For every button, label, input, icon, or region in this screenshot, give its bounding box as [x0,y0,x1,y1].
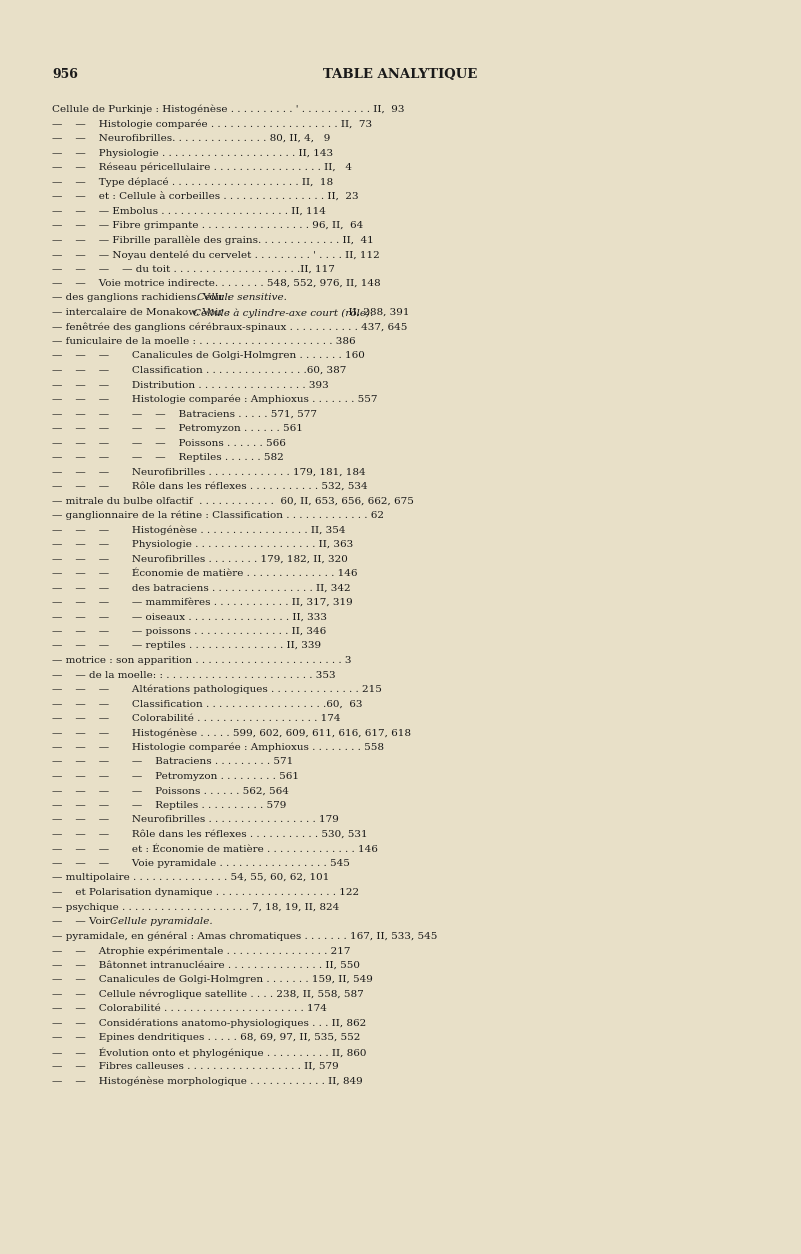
Text: —    —    —       Économie de matière . . . . . . . . . . . . . . 146: — — — Économie de matière . . . . . . . … [52,569,357,578]
Text: —    —    —       — oiseaux . . . . . . . . . . . . . . . . II, 333: — — — — oiseaux . . . . . . . . . . . . … [52,612,327,622]
Text: Cellule à cylindre-axe court (rôle).: Cellule à cylindre-axe court (rôle). [193,308,373,317]
Text: —    —    Type déplacé . . . . . . . . . . . . . . . . . . . . II,  18: — — Type déplacé . . . . . . . . . . . .… [52,178,333,187]
Text: — des ganglions rachidiens. Voir :: — des ganglions rachidiens. Voir : [52,293,234,302]
Text: —    —    Bâtonnet intranucléaire . . . . . . . . . . . . . . . II, 550: — — Bâtonnet intranucléaire . . . . . . … [52,961,360,969]
Text: —    —    Neurofibrilles. . . . . . . . . . . . . . . 80, II, 4,   9: — — Neurofibrilles. . . . . . . . . . . … [52,134,330,143]
Text: —    —    —       Histogénèse . . . . . 599, 602, 609, 611, 616, 617, 618: — — — Histogénèse . . . . . 599, 602, 60… [52,729,411,739]
Text: —    —    —       Colorabilité . . . . . . . . . . . . . . . . . . . 174: — — — Colorabilité . . . . . . . . . . .… [52,714,340,724]
Text: —    —    Voie motrice indirecte. . . . . . . . 548, 552, 976, II, 148: — — Voie motrice indirecte. . . . . . . … [52,278,380,288]
Text: Cellule sensitive.: Cellule sensitive. [197,293,287,302]
Text: —    —    — Noyau dentelé du cervelet . . . . . . . . . ' . . . . II, 112: — — — Noyau dentelé du cervelet . . . . … [52,250,380,260]
Text: —    — de la moelle: : . . . . . . . . . . . . . . . . . . . . . . . 353: — — de la moelle: : . . . . . . . . . . … [52,671,336,680]
Text: II, 288, 391: II, 288, 391 [343,308,410,317]
Text: —    —    —       —    —    Reptiles . . . . . . 582: — — — — — Reptiles . . . . . . 582 [52,453,284,461]
Text: —    —    — Embolus . . . . . . . . . . . . . . . . . . . . II, 114: — — — Embolus . . . . . . . . . . . . . … [52,207,326,216]
Text: — pyramidale, en général : Amas chromatiques . . . . . . . 167, II, 533, 545: — pyramidale, en général : Amas chromati… [52,932,437,940]
Text: —    —    —       Physiologie . . . . . . . . . . . . . . . . . . . II, 363: — — — Physiologie . . . . . . . . . . . … [52,540,353,549]
Text: — funiculaire de la moelle : . . . . . . . . . . . . . . . . . . . . . 386: — funiculaire de la moelle : . . . . . .… [52,337,356,346]
Text: — mitrale du bulbe olfactif  . . . . . . . . . . . .  60, II, 653, 656, 662, 675: — mitrale du bulbe olfactif . . . . . . … [52,497,414,505]
Text: —    —    et : Cellule à corbeilles . . . . . . . . . . . . . . . . II,  23: — — et : Cellule à corbeilles . . . . . … [52,192,359,201]
Text: —    —    —       Rôle dans les réflexes . . . . . . . . . . . 530, 531: — — — Rôle dans les réflexes . . . . . .… [52,830,368,839]
Text: —    —    — Fibre grimpante . . . . . . . . . . . . . . . . . 96, II,  64: — — — Fibre grimpante . . . . . . . . . … [52,221,363,229]
Text: —    —    Colorabilité . . . . . . . . . . . . . . . . . . . . . . 174: — — Colorabilité . . . . . . . . . . . .… [52,1004,327,1013]
Text: —    —    Epines dendritiques . . . . . 68, 69, 97, II, 535, 552: — — Epines dendritiques . . . . . 68, 69… [52,1033,360,1042]
Text: —    —    Physiologie . . . . . . . . . . . . . . . . . . . . . II, 143: — — Physiologie . . . . . . . . . . . . … [52,148,333,158]
Text: —    —    —       —    —    Batraciens . . . . . 571, 577: — — — — — Batraciens . . . . . 571, 577 [52,410,317,419]
Text: —    —    —       Voie pyramidale . . . . . . . . . . . . . . . . . 545: — — — Voie pyramidale . . . . . . . . . … [52,859,350,868]
Text: TABLE ANALYTIQUE: TABLE ANALYTIQUE [323,68,477,82]
Text: —    —    —       Classification . . . . . . . . . . . . . . . . . . .60,  63: — — — Classification . . . . . . . . . .… [52,700,363,709]
Text: —    —    —       —    Batraciens . . . . . . . . . 571: — — — — Batraciens . . . . . . . . . 571 [52,757,293,766]
Text: —    —    —       des batraciens . . . . . . . . . . . . . . . . II, 342: — — — des batraciens . . . . . . . . . .… [52,583,351,592]
Text: —    —    —       —    —    Petromyzon . . . . . . 561: — — — — — Petromyzon . . . . . . 561 [52,424,303,433]
Text: —    —    Histogénèse morphologique . . . . . . . . . . . . II, 849: — — Histogénèse morphologique . . . . . … [52,1076,363,1086]
Text: —    —    —       Distribution . . . . . . . . . . . . . . . . . 393: — — — Distribution . . . . . . . . . . .… [52,380,328,390]
Text: —    —    —       et : Économie de matière . . . . . . . . . . . . . . 146: — — — et : Économie de matière . . . . .… [52,844,378,854]
Text: —    —    —       Neurofibrilles . . . . . . . . . . . . . . . . . 179: — — — Neurofibrilles . . . . . . . . . .… [52,815,339,824]
Text: —    —    —       Neurofibrilles . . . . . . . . 179, 182, II, 320: — — — Neurofibrilles . . . . . . . . 179… [52,554,348,563]
Text: —    —    —       Altérations pathologiques . . . . . . . . . . . . . . 215: — — — Altérations pathologiques . . . . … [52,685,382,695]
Text: —    — Voir :: — — Voir : [52,917,120,925]
Text: —    —    —       — mammifères . . . . . . . . . . . . II, 317, 319: — — — — mammifères . . . . . . . . . . .… [52,598,352,607]
Text: —    —    Cellule névroglique satellite . . . . 238, II, 558, 587: — — Cellule névroglique satellite . . . … [52,989,364,999]
Text: —    —    —       Classification . . . . . . . . . . . . . . . .60, 387: — — — Classification . . . . . . . . . .… [52,366,346,375]
Text: — intercalaire de Monakow. Voir :: — intercalaire de Monakow. Voir : [52,308,233,317]
Text: Cellule de Purkinje : Histogénèse . . . . . . . . . . ' . . . . . . . . . . . II: Cellule de Purkinje : Histogénèse . . . … [52,105,405,114]
Text: —    —    —       —    —    Poissons . . . . . . 566: — — — — — Poissons . . . . . . 566 [52,439,286,448]
Text: —    —    —       Histogénèse . . . . . . . . . . . . . . . . . II, 354: — — — Histogénèse . . . . . . . . . . . … [52,525,345,535]
Text: — multipolaire . . . . . . . . . . . . . . . 54, 55, 60, 62, 101: — multipolaire . . . . . . . . . . . . .… [52,874,329,883]
Text: —    et Polarisation dynamique . . . . . . . . . . . . . . . . . . . 122: — et Polarisation dynamique . . . . . . … [52,888,359,897]
Text: —    —    Atrophie expérimentale . . . . . . . . . . . . . . . . 217: — — Atrophie expérimentale . . . . . . .… [52,946,351,956]
Text: —    —    —       Canalicules de Golgi-Holmgren . . . . . . . 160: — — — Canalicules de Golgi-Holmgren . . … [52,351,365,360]
Text: —    —    —       — poissons . . . . . . . . . . . . . . . II, 346: — — — — poissons . . . . . . . . . . . .… [52,627,326,636]
Text: 956: 956 [52,68,78,82]
Text: —    —    Considérations anatomo-physiologiques . . . II, 862: — — Considérations anatomo-physiologique… [52,1018,366,1028]
Text: — psychique . . . . . . . . . . . . . . . . . . . . 7, 18, 19, II, 824: — psychique . . . . . . . . . . . . . . … [52,903,340,912]
Text: — ganglionnaire de la rétine : Classification . . . . . . . . . . . . . 62: — ganglionnaire de la rétine : Classific… [52,510,384,520]
Text: —    —    —       Histologie comparée : Amphioxus . . . . . . . . 558: — — — Histologie comparée : Amphioxus . … [52,744,384,752]
Text: — motrice : son apparition . . . . . . . . . . . . . . . . . . . . . . . 3: — motrice : son apparition . . . . . . .… [52,656,352,665]
Text: —    —    —       Rôle dans les réflexes . . . . . . . . . . . 532, 534: — — — Rôle dans les réflexes . . . . . .… [52,482,368,492]
Text: — fenêtrée des ganglions cérébraux-spinaux . . . . . . . . . . . 437, 645: — fenêtrée des ganglions cérébraux-spina… [52,322,408,332]
Text: —    —    —       Neurofibrilles . . . . . . . . . . . . . 179, 181, 184: — — — Neurofibrilles . . . . . . . . . .… [52,468,365,477]
Text: —    —    Réseau péricellulaire . . . . . . . . . . . . . . . . . II,   4: — — Réseau péricellulaire . . . . . . . … [52,163,352,173]
Text: —    —    Canalicules de Golgi-Holmgren . . . . . . . 159, II, 549: — — Canalicules de Golgi-Holmgren . . . … [52,976,373,984]
Text: Cellule pyramidale.: Cellule pyramidale. [110,917,213,925]
Text: —    —    Évolution onto et phylogénique . . . . . . . . . . II, 860: — — Évolution onto et phylogénique . . .… [52,1047,367,1058]
Text: —    —    Fibres calleuses . . . . . . . . . . . . . . . . . . II, 579: — — Fibres calleuses . . . . . . . . . .… [52,1062,339,1071]
Text: —    —    — Fibrille parallèle des grains. . . . . . . . . . . . . II,  41: — — — Fibrille parallèle des grains. . .… [52,236,374,245]
Text: —    —    —       —    Reptiles . . . . . . . . . . 579: — — — — Reptiles . . . . . . . . . . 579 [52,801,287,810]
Text: —    —    Histologie comparée . . . . . . . . . . . . . . . . . . . . II,  73: — — Histologie comparée . . . . . . . . … [52,119,372,129]
Text: —    —    —       — reptiles . . . . . . . . . . . . . . . II, 339: — — — — reptiles . . . . . . . . . . . .… [52,642,321,651]
Text: —    —    —       —    Poissons . . . . . . 562, 564: — — — — Poissons . . . . . . 562, 564 [52,786,289,795]
Text: —    —    —       —    Petromyzon . . . . . . . . . 561: — — — — Petromyzon . . . . . . . . . 561 [52,772,299,781]
Text: —    —    —       Histologie comparée : Amphioxus . . . . . . . 557: — — — Histologie comparée : Amphioxus . … [52,395,377,405]
Text: —    —    —    — du toit . . . . . . . . . . . . . . . . . . . .II, 117: — — — — du toit . . . . . . . . . . . . … [52,265,335,273]
